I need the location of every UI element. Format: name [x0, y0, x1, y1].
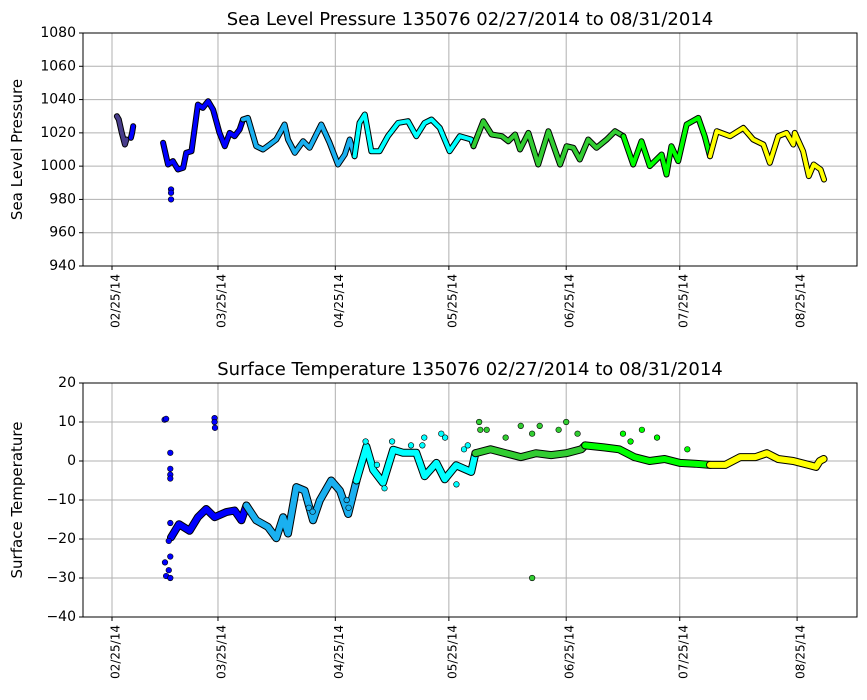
data-point: [167, 553, 174, 560]
y-tick-label: 940: [49, 258, 76, 274]
data-point: [167, 465, 174, 472]
data-point: [419, 442, 426, 449]
y-tick-label: 1020: [40, 125, 76, 141]
axes-frame: [82, 32, 858, 267]
data-point: [563, 418, 570, 426]
series-outline: [240, 114, 358, 168]
data-point: [211, 418, 218, 426]
data-point: [653, 434, 661, 441]
data-point: [407, 442, 415, 449]
data-point: [619, 430, 627, 437]
data-point: [211, 424, 219, 431]
chart-title: Sea Level Pressure 135076 02/27/2014 to …: [227, 9, 714, 30]
x-tick-label: 05/25/14: [445, 625, 459, 679]
x-tick-label: 03/25/14: [214, 625, 228, 679]
y-tick-label: 1040: [40, 92, 76, 108]
y-axis-label: Surface Temperature: [8, 422, 26, 579]
y-tick-label: 1060: [40, 58, 76, 74]
x-tick-label: 07/25/14: [676, 274, 690, 328]
data-point: [165, 537, 172, 545]
data-point: [167, 519, 174, 527]
data-point: [167, 449, 174, 456]
data-point: [517, 422, 524, 430]
x-tick-label: 08/25/14: [794, 274, 808, 328]
data-point: [529, 430, 536, 437]
data-point: [165, 567, 172, 574]
chart-title: Surface Temperature 135076 02/27/2014 to…: [217, 359, 722, 380]
y-tick-label: −40: [46, 609, 76, 625]
data-point: [536, 422, 543, 430]
y-tick-label: 980: [49, 191, 76, 207]
data-point: [161, 559, 169, 566]
x-tick-label: 08/25/14: [794, 625, 808, 679]
data-point: [163, 415, 170, 422]
series-4-line: [582, 442, 713, 468]
data-point: [502, 434, 509, 441]
y-tick-label: 1080: [40, 25, 76, 41]
x-tick-label: 06/25/14: [563, 274, 577, 328]
data-point: [309, 508, 316, 515]
y-tick-label: −10: [46, 492, 76, 508]
data-point: [529, 574, 536, 582]
data-point: [684, 446, 691, 453]
data-point: [345, 504, 352, 511]
series-7-line: [708, 125, 826, 182]
data-point: [305, 504, 312, 511]
series-1-line: [128, 124, 136, 140]
x-tick-label: 04/25/14: [332, 625, 346, 679]
series-0-line: [114, 114, 129, 147]
data-point: [438, 430, 445, 437]
x-tick-label: 04/25/14: [332, 274, 346, 328]
data-point: [464, 442, 471, 449]
data-point: [167, 475, 174, 482]
data-point: [167, 189, 175, 196]
series-6-line: [621, 115, 712, 177]
data-point: [555, 426, 562, 433]
series-3-line: [472, 442, 589, 461]
axes-frame: [82, 382, 858, 618]
data-point: [381, 485, 388, 492]
data-point: [477, 426, 484, 433]
x-tick-label: 05/25/14: [445, 274, 459, 328]
data-point: [167, 196, 175, 203]
y-tick-label: −20: [46, 531, 76, 547]
data-point: [441, 434, 449, 441]
data-point: [627, 438, 634, 445]
y-tick-label: 960: [49, 225, 76, 241]
series-4-line: [352, 112, 476, 159]
subplot-surface-temperature: 02/25/14 03/25/14 04/25/14 05/25/14 06/25/14…: [8, 359, 858, 679]
x-tick-label: 03/25/14: [214, 274, 228, 328]
series-2-line: [161, 99, 245, 172]
series-1-line: [243, 477, 360, 542]
x-tick-label: 02/25/14: [109, 274, 123, 328]
series-0-line: [168, 502, 250, 541]
series-5-line: [471, 119, 626, 167]
data-point: [453, 481, 460, 488]
series-2-line: [353, 443, 479, 486]
data-point: [167, 574, 174, 582]
data-point: [460, 446, 468, 453]
subplot-sea-level-pressure: 02/25/14 03/25/14 04/25/14 05/25/14 06/25/14…: [8, 9, 858, 328]
series-5-line: [707, 450, 827, 470]
data-point: [388, 438, 396, 445]
data-point: [574, 430, 581, 437]
y-tick-label: 10: [58, 414, 76, 430]
data-point: [638, 426, 646, 433]
x-tick-label: 07/25/14: [676, 625, 690, 679]
y-tick-label: 20: [58, 375, 76, 391]
data-point: [483, 426, 490, 433]
series-3-line: [241, 115, 357, 167]
data-point: [343, 496, 350, 504]
y-tick-label: 0: [67, 453, 76, 469]
data-point: [421, 434, 428, 441]
y-axis-label: Sea Level Pressure: [8, 79, 26, 220]
data-point: [476, 418, 483, 426]
data-point: [362, 438, 369, 445]
x-tick-label: 06/25/14: [563, 625, 577, 679]
x-tick-label: 02/25/14: [109, 625, 123, 679]
y-tick-label: −30: [46, 570, 76, 586]
y-tick-label: 1000: [40, 158, 76, 174]
data-point: [373, 461, 381, 469]
